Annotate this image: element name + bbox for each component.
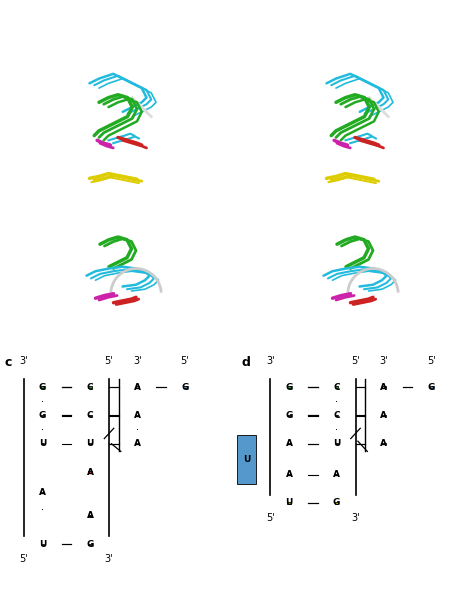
Text: C: C [333,411,340,420]
Bar [136,443,139,444]
Text: 3': 3' [351,513,360,523]
Text: G: G [39,411,46,420]
Bar [136,387,139,388]
Bar [287,474,291,475]
Bar [335,387,338,388]
Bar [41,492,45,493]
Bar [237,435,256,484]
Bar [382,443,386,444]
Text: G: G [86,540,94,548]
Bar [287,443,291,444]
Bar [41,415,45,416]
Bar [287,415,291,416]
Text: 3': 3' [266,356,274,367]
Bar [382,387,386,388]
Text: 5': 5' [266,513,274,523]
Text: U: U [243,454,250,464]
Text: A: A [286,470,292,479]
Text: C: C [87,382,93,391]
Text: a: a [255,31,264,45]
Text: 5': 5' [427,356,436,367]
Text: U: U [333,439,340,448]
Text: U: U [285,499,293,507]
Text: 5': 5' [351,356,360,367]
Text: A: A [286,439,292,448]
Text: G: G [285,382,293,391]
Text: U: U [39,540,46,548]
Text: G: G [333,499,340,507]
Text: 5': 5' [19,554,28,564]
Text: A: A [87,511,93,521]
Text: G: G [285,411,293,420]
Text: d: d [242,356,251,369]
Text: A: A [39,488,46,497]
Text: 3': 3' [19,356,28,367]
Bar [183,387,187,388]
Text: c: c [5,356,12,369]
Bar [41,443,45,444]
Text: A: A [333,470,340,479]
Bar [88,515,92,516]
Bar [41,387,45,388]
Text: C: C [87,411,93,420]
Text: A: A [381,439,387,448]
Bar [335,502,338,504]
Bar [88,471,92,473]
Text: A: A [87,468,93,476]
Text: b: b [255,198,264,212]
Bar [335,415,338,416]
Text: A: A [381,411,387,420]
Text: U: U [86,439,94,448]
Text: a: a [18,31,27,45]
Text: A: A [134,439,141,448]
Text: 5': 5' [181,356,189,367]
Bar [41,544,45,545]
Bar [287,387,291,388]
Text: 3': 3' [380,356,388,367]
Text: 3': 3' [105,554,113,564]
Bar [88,544,92,545]
Text: U: U [39,439,46,448]
Text: 5': 5' [105,356,113,367]
Bar [335,443,338,444]
Bar [382,415,386,416]
Bar [88,415,92,416]
Bar [429,387,433,388]
Bar [335,474,338,475]
Text: A: A [381,382,387,391]
Text: G: G [428,382,435,391]
Text: A: A [134,411,141,420]
Text: G: G [39,382,46,391]
Text: b: b [18,198,27,212]
Text: G: G [181,382,189,391]
Bar [88,387,92,388]
Text: 3': 3' [133,356,142,367]
Bar [287,502,291,504]
Bar [88,443,92,444]
Bar [136,415,139,416]
Text: A: A [134,382,141,391]
Text: C: C [333,382,340,391]
